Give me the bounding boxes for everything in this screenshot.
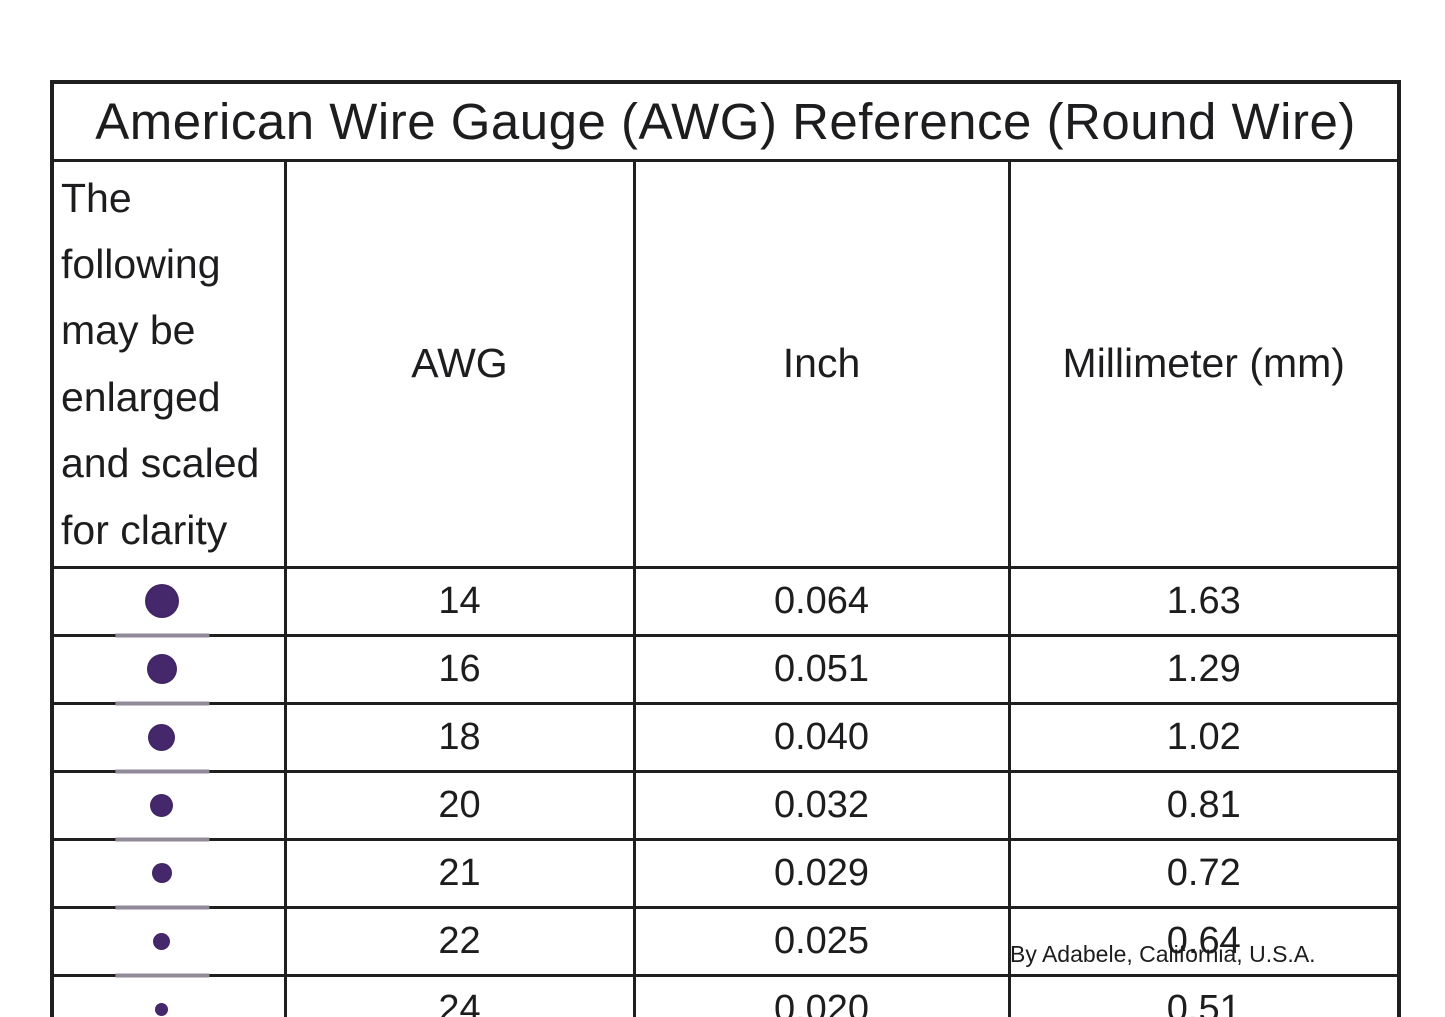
- mm-value: 1.29: [1007, 633, 1401, 705]
- wire-dot-icon: [148, 723, 176, 751]
- table-row: 21 0.029 0.72: [50, 837, 1401, 910]
- wire-dot-icon: [144, 584, 179, 619]
- awg-value: 18: [283, 701, 636, 773]
- wire-size-dot-cell: [50, 769, 287, 842]
- column-header-inch: Inch: [632, 158, 1011, 569]
- dot-baseline: [115, 632, 210, 638]
- table-body: 14 0.064 1.63 16 0.051 1.29 18 0.040 1.0…: [50, 565, 1401, 1017]
- wire-dot-icon: [150, 793, 174, 817]
- mm-value: 1.63: [1007, 565, 1401, 637]
- table-row: 24 0.020 0.51: [50, 973, 1401, 1017]
- inch-value: 0.020: [632, 973, 1011, 1017]
- table-row: 14 0.064 1.63: [50, 565, 1401, 638]
- wire-size-dot-cell: [50, 905, 287, 978]
- mm-value: 0.72: [1007, 837, 1401, 909]
- wire-size-dot-cell: [50, 633, 287, 706]
- table-row: 22 0.025 0.64: [50, 905, 1401, 978]
- awg-reference-table: American Wire Gauge (AWG) Reference (Rou…: [50, 80, 1402, 1017]
- credit-text: By Adabele, California, U.S.A.: [1010, 941, 1316, 967]
- dot-baseline: [115, 768, 210, 774]
- wire-size-dot-cell: [50, 973, 287, 1017]
- mm-value: 0.51: [1007, 973, 1401, 1017]
- page-title: American Wire Gauge (AWG) Reference (Rou…: [50, 80, 1401, 162]
- inch-value: 0.040: [632, 701, 1011, 773]
- awg-value: 16: [283, 633, 636, 705]
- inch-value: 0.025: [632, 905, 1011, 977]
- awg-value: 20: [283, 769, 636, 841]
- column-header-mm: Millimeter (mm): [1007, 158, 1401, 569]
- inch-value: 0.032: [632, 769, 1011, 841]
- wire-dot-icon: [155, 1002, 169, 1016]
- inch-value: 0.029: [632, 837, 1011, 909]
- dot-baseline: [115, 700, 210, 706]
- header-row: The following may be enlarged and scaled…: [50, 158, 1401, 569]
- awg-value: 22: [283, 905, 636, 977]
- wire-size-dot-cell: [50, 565, 287, 638]
- wire-dot-icon: [151, 863, 172, 884]
- scale-note: The following may be enlarged and scaled…: [50, 158, 287, 569]
- inch-value: 0.051: [632, 633, 1011, 705]
- title-row: American Wire Gauge (AWG) Reference (Rou…: [50, 80, 1401, 162]
- dot-baseline: [115, 836, 210, 842]
- mm-value: 0.81: [1007, 769, 1401, 841]
- awg-value: 21: [283, 837, 636, 909]
- column-header-awg: AWG: [283, 158, 636, 569]
- table-row: 16 0.051 1.29: [50, 633, 1401, 706]
- dot-baseline: [115, 904, 210, 910]
- table-row: 20 0.032 0.81: [50, 769, 1401, 842]
- awg-value: 24: [283, 973, 636, 1017]
- mm-value: 1.02: [1007, 701, 1401, 773]
- wire-dot-icon: [153, 932, 171, 950]
- dot-baseline: [115, 972, 210, 978]
- wire-dot-icon: [146, 654, 177, 685]
- table-row: 18 0.040 1.02: [50, 701, 1401, 774]
- wire-size-dot-cell: [50, 701, 287, 774]
- mm-value: 0.64: [1007, 905, 1401, 977]
- awg-value: 14: [283, 565, 636, 637]
- inch-value: 0.064: [632, 565, 1011, 637]
- wire-size-dot-cell: [50, 837, 287, 910]
